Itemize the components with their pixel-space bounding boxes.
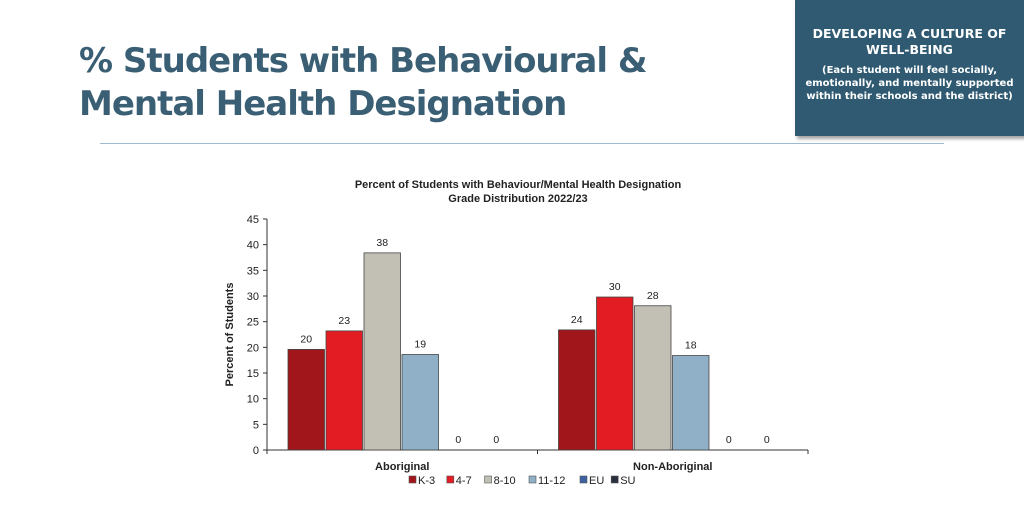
bar-8-10-Aboriginal <box>363 252 401 451</box>
data-label: 24 <box>571 314 583 326</box>
legend-swatch <box>579 475 588 484</box>
slide-title-line-2: Mental Health Designation <box>79 84 567 124</box>
legend-swatch <box>408 475 417 484</box>
legend: K-3 4-7 8-10 11-12 EU SU <box>408 475 636 487</box>
legend-item-EU: EU <box>579 475 604 487</box>
callout-sub-line-1: (Each student will feel socially, <box>822 65 997 76</box>
data-label: 18 <box>685 340 697 352</box>
data-label: 38 <box>376 237 388 249</box>
legend-swatch <box>446 475 455 484</box>
bar-8-10-Non-Aboriginal <box>634 305 672 451</box>
wellbeing-callout-box: DEVELOPING A CULTURE OF WELL-BEING (Each… <box>795 0 1024 136</box>
y-tick-label: 5 <box>253 419 259 431</box>
legend-item-11-12: 11-12 <box>528 475 565 487</box>
legend-label: EU <box>589 475 604 487</box>
legend-label: 11-12 <box>538 475 565 487</box>
bar-K-3-Aboriginal <box>287 348 325 451</box>
data-label: 30 <box>609 281 621 293</box>
y-tick-label: 10 <box>247 394 259 406</box>
bar-4-7-Aboriginal <box>325 330 363 451</box>
bar-4-7-Non-Aboriginal <box>596 296 634 451</box>
y-tick-label: 0 <box>253 445 259 457</box>
y-tick-label: 25 <box>247 317 259 329</box>
legend-item-8-10: 8-10 <box>484 475 516 487</box>
callout-subtext: (Each student will feel socially, emotio… <box>795 64 1024 103</box>
x-category-label: Aboriginal <box>375 461 429 473</box>
callout-heading-line-1: DEVELOPING A CULTURE OF <box>812 26 1007 41</box>
data-label: 20 <box>300 333 312 345</box>
slide-title: % Students with Behavioural & Mental Hea… <box>79 40 759 126</box>
bar-11-12-Aboriginal <box>401 354 439 451</box>
legend-swatch <box>528 475 537 484</box>
callout-heading-line-2: WELL-BEING <box>866 42 953 57</box>
data-label: 0 <box>455 434 461 446</box>
title-divider <box>100 143 944 144</box>
slide-title-line-1: % Students with Behavioural & <box>79 41 647 81</box>
y-tick-label: 20 <box>247 342 259 354</box>
x-axis: Aboriginal Non-Aboriginal <box>266 449 809 473</box>
data-label: 0 <box>493 434 499 446</box>
callout-heading: DEVELOPING A CULTURE OF WELL-BEING <box>795 26 1024 58</box>
y-tick-label: 40 <box>247 240 259 252</box>
data-label: 0 <box>764 434 770 446</box>
legend-item-K-3: K-3 <box>408 475 435 487</box>
chart-title: Percent of Students with Behaviour/Menta… <box>355 179 682 191</box>
y-tick-label: 15 <box>247 368 259 380</box>
legend-swatch <box>484 475 492 484</box>
legend-label: K-3 <box>418 475 435 487</box>
y-axis: 0 5 10 15 20 25 30 35 40 45 <box>247 214 268 457</box>
legend-item-4-7: 4-7 <box>446 475 472 487</box>
y-tick-label: 30 <box>247 291 259 303</box>
data-label: 0 <box>726 434 732 446</box>
legend-label: 8-10 <box>494 475 516 487</box>
chart-subtitle: Grade Distribution 2022/23 <box>448 193 587 205</box>
data-label: 19 <box>414 339 426 351</box>
callout-sub-line-2: emotionally, and mentally supported <box>805 78 1014 89</box>
y-tick-label: 45 <box>247 214 259 226</box>
bar-chart: Percent of Students with Behaviour/Menta… <box>224 179 809 487</box>
bar-K-3-Non-Aboriginal <box>558 329 596 451</box>
x-category-label: Non-Aboriginal <box>633 461 712 473</box>
data-label: 28 <box>647 290 659 302</box>
callout-sub-line-3: within their schools and the district) <box>806 91 1013 102</box>
legend-label: SU <box>620 475 635 487</box>
legend-item-SU: SU <box>610 475 636 487</box>
legend-label: 4-7 <box>456 475 472 487</box>
bars-group: 20 23 38 19 0 0 24 30 28 18 0 0 <box>287 237 770 451</box>
y-axis-label: Percent of Students <box>224 283 236 387</box>
legend-swatch <box>610 475 619 484</box>
bar-11-12-Non-Aboriginal <box>672 355 710 451</box>
data-label: 23 <box>338 315 350 327</box>
y-tick-label: 35 <box>247 265 259 277</box>
